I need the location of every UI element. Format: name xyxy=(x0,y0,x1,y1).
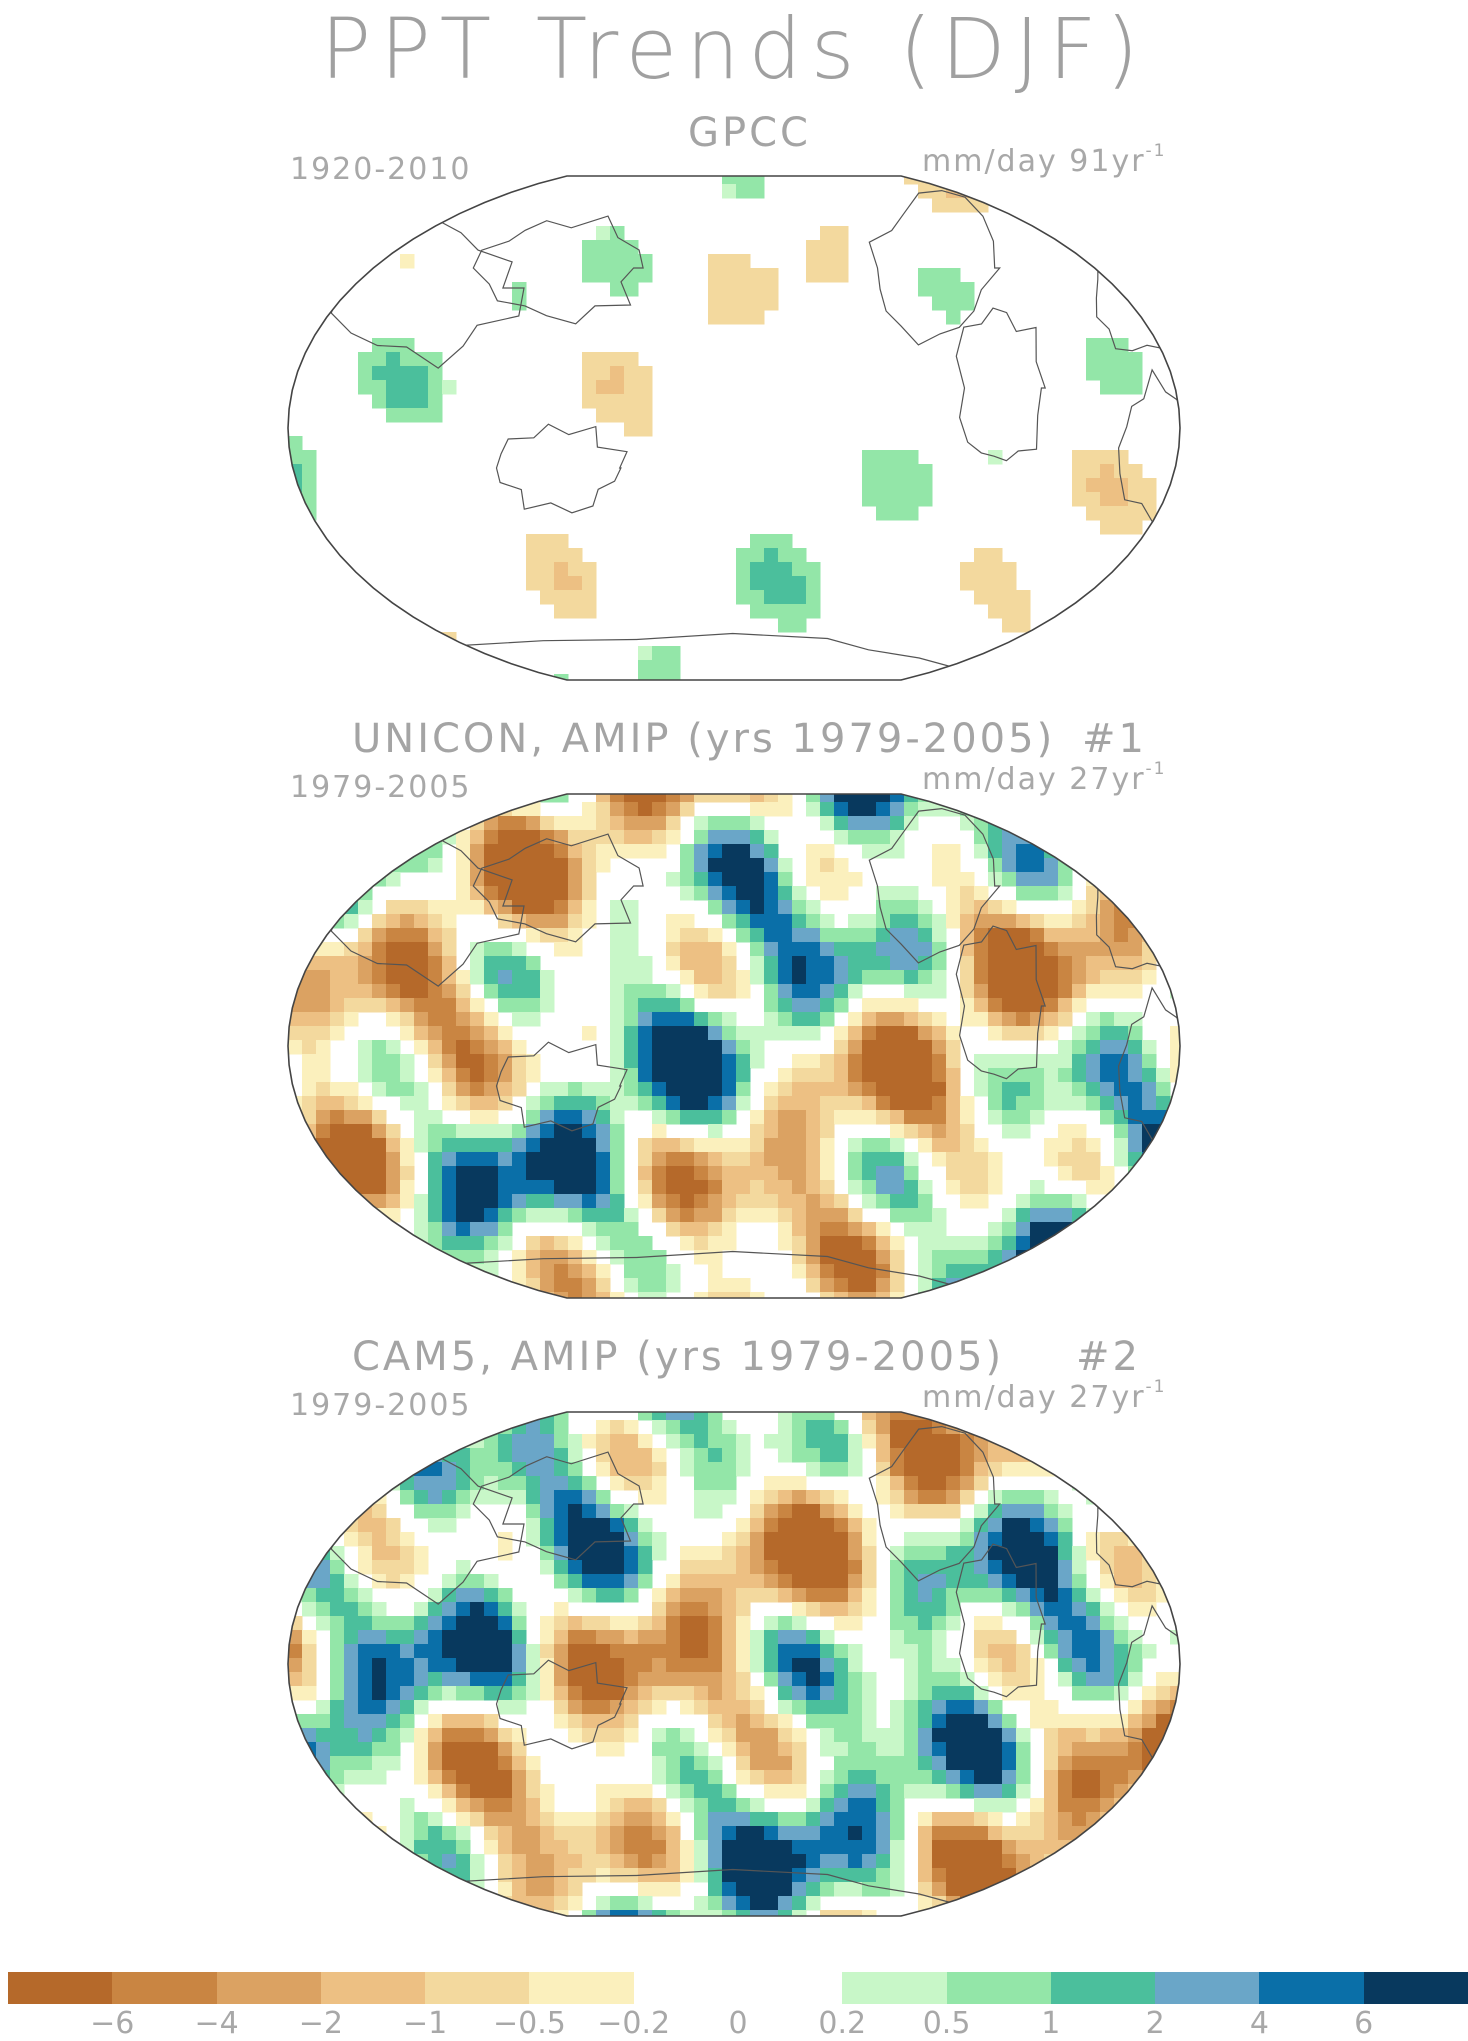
coastline xyxy=(955,925,1047,1080)
colorbar-tick-label: −0.2 xyxy=(597,2006,671,2041)
colorbar-bin-10 xyxy=(1050,1972,1156,2004)
coastline xyxy=(1095,227,1180,352)
colorbar-bin-7 xyxy=(737,1972,843,2004)
colorbar-tick-label: 4 xyxy=(1249,2006,1269,2041)
panel-1-map xyxy=(287,175,1181,681)
map-border xyxy=(287,1411,1181,1917)
coastline xyxy=(495,1659,628,1750)
coastline xyxy=(472,215,644,325)
panel-3-title: CAM5, AMIP (yrs 1979-2005) xyxy=(352,1334,1005,1380)
colorbar-bin-0 xyxy=(8,1972,113,2004)
colorbar-bin-13 xyxy=(1363,1972,1468,2004)
colorbar-tick-label: −6 xyxy=(90,2006,135,2041)
panel-1-units: mm/day 91yr-1 xyxy=(922,141,1167,179)
colorbar-bin-12 xyxy=(1259,1972,1364,2004)
colorbar-bin-3 xyxy=(320,1972,426,2004)
colorbar-tick-label: −4 xyxy=(194,2006,239,2041)
coastline xyxy=(868,807,1001,964)
coastline xyxy=(495,1041,628,1132)
panel-3-tag: #2 xyxy=(1076,1334,1141,1380)
coastline xyxy=(495,423,628,514)
colorbar-tick-label: 2 xyxy=(1145,2006,1165,2041)
colorbar-bin-9 xyxy=(946,1972,1051,2004)
coastline xyxy=(472,833,644,943)
map-border xyxy=(287,793,1181,1299)
colorbar-tick-label: 6 xyxy=(1354,2006,1374,2041)
colorbar-tick-label: 1 xyxy=(1041,2006,1061,2041)
colorbar-bin-1 xyxy=(112,1972,217,2004)
coastline xyxy=(868,189,1001,346)
colorbar xyxy=(8,1972,1468,2004)
coastline xyxy=(868,1425,1001,1582)
panel-2-units: mm/day 27yr-1 xyxy=(922,759,1167,797)
panel-1-period: 1920-2010 xyxy=(290,152,472,187)
coastline xyxy=(330,218,525,369)
colorbar-bin-2 xyxy=(216,1972,321,2004)
colorbar-tick-label: 0.5 xyxy=(922,2006,971,2041)
colorbar-tick-label: 0 xyxy=(728,2006,748,2041)
panel-3-map xyxy=(287,1411,1181,1917)
coastline xyxy=(472,1451,644,1561)
panel-1-title: GPCC xyxy=(688,110,811,156)
colorbar-tick-label: 0.2 xyxy=(818,2006,867,2041)
colorbar-tick-label: −1 xyxy=(403,2006,448,2041)
panel-2-map xyxy=(287,793,1181,1299)
panel-3-units: mm/day 27yr-1 xyxy=(922,1377,1167,1415)
panel-3-period: 1979-2005 xyxy=(290,1388,472,1423)
colorbar-bin-6 xyxy=(633,1972,738,2004)
figure-title: PPT Trends (DJF) xyxy=(320,0,1148,98)
panel-2-tag: #1 xyxy=(1082,716,1147,762)
map-border xyxy=(287,175,1181,681)
colorbar-bin-5 xyxy=(529,1972,634,2004)
colorbar-bin-4 xyxy=(425,1972,530,2004)
colorbar-bin-8 xyxy=(842,1972,947,2004)
colorbar-tick-label: −2 xyxy=(298,2006,343,2041)
colorbar-bin-11 xyxy=(1155,1972,1260,2004)
panel-2-period: 1979-2005 xyxy=(290,770,472,805)
colorbar-tick-label: −0.5 xyxy=(492,2006,566,2041)
coastline xyxy=(955,307,1047,462)
panel-2-title: UNICON, AMIP (yrs 1979-2005) xyxy=(352,716,1056,762)
coastline xyxy=(955,1543,1047,1698)
